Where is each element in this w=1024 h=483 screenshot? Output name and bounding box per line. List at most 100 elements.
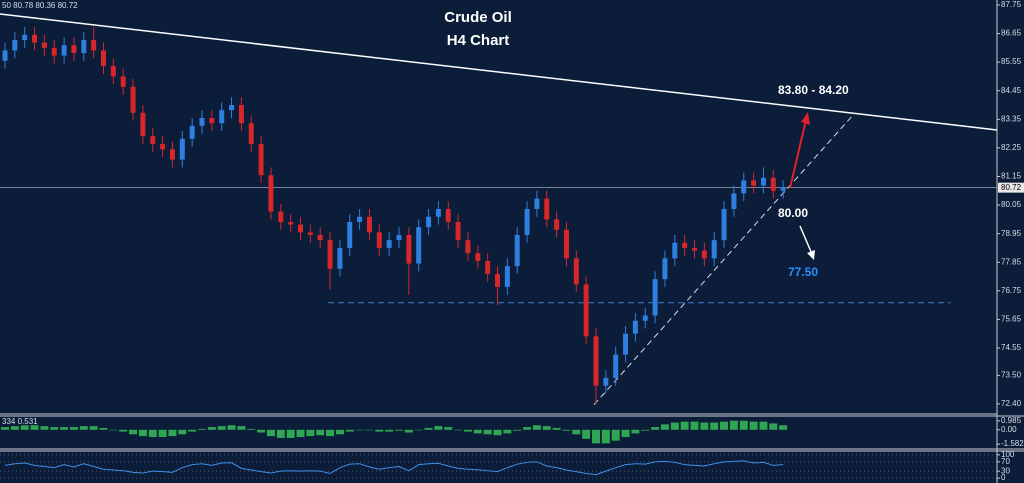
y-tick-label: 83.35 [1001,114,1022,123]
histogram-bar [109,429,118,431]
histogram-bar [493,429,502,436]
histogram-bar [375,429,384,432]
candle-body [189,125,195,139]
candle-body [613,354,619,378]
histogram-bar [523,427,532,430]
arrow [799,225,813,255]
histogram-bar [30,425,39,430]
histogram-bar [10,426,19,430]
candle-body [701,250,707,259]
arrow-head [801,112,810,125]
histogram-bar [710,422,719,430]
histogram-bar [680,421,689,430]
candle-body [554,219,560,230]
histogram-bar [611,429,620,441]
candle-body [51,47,57,56]
candle-body [91,40,97,51]
histogram-bar [473,429,482,434]
arrow-head [807,250,815,260]
histogram-bar [1,427,9,430]
histogram-bar [217,426,226,430]
candle-body [357,216,363,222]
histogram-bar [749,421,758,430]
trend-line [593,112,856,406]
histogram-bar [306,429,315,437]
histogram-bar [651,427,660,430]
histogram-bar [50,427,59,430]
histogram-bar [582,429,591,439]
histogram-bar [769,423,778,430]
histogram-bar [562,429,571,431]
annotation: 77.50 [788,265,818,279]
y-tick-label: 0.985 [1001,416,1022,425]
candle-body [485,260,491,274]
candle-body [71,45,77,54]
candle-body [268,175,274,212]
histogram-bar [700,422,709,430]
chart-title: Crude Oil [444,9,512,26]
candle-body [573,258,579,285]
y-tick-label: -1.582 [1001,439,1024,448]
y-tick-label: 74.55 [1001,343,1022,352]
candle-body [721,208,727,241]
histogram-bar [601,429,610,444]
histogram-bar [237,426,246,430]
candle-body [298,224,303,233]
last-price-box [998,182,1024,193]
candle-body [692,247,697,251]
histogram-bar [454,429,463,431]
histogram-bar [670,422,679,430]
histogram-bar [552,427,561,430]
candle-body [258,143,264,176]
histogram-bar [572,429,581,435]
y-tick-label: 76.75 [1001,286,1022,295]
y-tick-label: 70 [1001,457,1010,466]
y-tick-label: 0 [1001,473,1006,482]
histogram-bar [395,429,403,431]
candle-body [455,221,461,241]
histogram-bar [60,427,69,430]
candle-body [209,118,215,124]
candle-body [140,112,146,137]
histogram-bar [168,429,177,437]
candle-body [711,240,717,259]
candle-body [741,180,747,194]
y-tick-label: 77.85 [1001,257,1022,266]
candle-body [366,216,372,233]
candle-body [41,42,47,48]
candle-body [632,320,638,334]
candle-body [229,105,235,111]
histogram-bar [690,421,699,430]
candle-body [593,336,599,386]
histogram-bar [20,425,29,430]
histogram-bar [720,421,729,430]
candle-body [416,227,422,264]
arrow [789,119,807,189]
histogram-bar [99,427,108,430]
histogram-bar [414,429,423,431]
histogram-bar [729,420,738,430]
histogram-bar [631,429,640,434]
histogram-bar [365,429,374,431]
candle-body [465,240,471,254]
histogram-bar [621,429,630,438]
indicator-label: 334 0.531 [2,417,38,426]
ohlc-text: 50 80.78 80.36 80.72 [2,1,78,10]
candle-body [475,253,481,261]
histogram-bar [641,429,650,431]
histogram-bar [444,427,453,430]
histogram-bar [276,429,285,438]
candle-body [110,66,116,77]
histogram-bar [266,429,275,437]
candle-body [751,180,757,186]
histogram-bar [69,427,78,430]
candle-body [534,198,540,209]
histogram-bar [89,426,98,430]
histogram-bar [296,429,305,438]
candle-body [307,232,313,235]
histogram-bar [119,429,128,432]
candle-body [504,266,510,287]
histogram-bar [257,429,266,433]
annotation: 80.00 [778,206,808,220]
histogram-bar [434,426,443,430]
